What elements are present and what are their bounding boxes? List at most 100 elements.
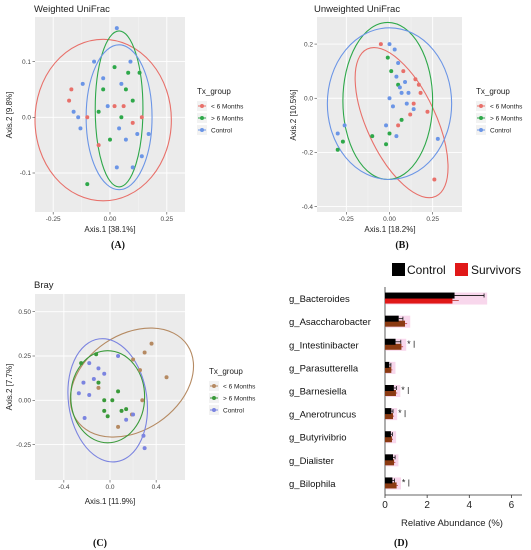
data-point <box>342 123 347 128</box>
category-label: g_Butyrivibrio <box>289 433 347 444</box>
y-tick-label: 0.25 <box>18 353 31 360</box>
data-point <box>378 42 383 47</box>
data-point <box>119 81 124 86</box>
bar-control <box>385 361 390 368</box>
legend-dot <box>479 116 483 120</box>
data-point <box>435 136 440 141</box>
data-point <box>370 134 375 139</box>
data-point <box>335 147 340 152</box>
panel-b-title: Unweighted UniFrac <box>314 4 400 15</box>
y-tick-label: 0.2 <box>304 41 313 48</box>
significance-marker: * <box>398 408 402 418</box>
x-tick-label: -0.4 <box>58 484 70 491</box>
panel-b-label: (B) <box>395 240 408 251</box>
data-point <box>110 398 115 403</box>
panel-d-x-ticks: 0 2 4 6 <box>382 495 515 511</box>
panel-a-legend: Tx_group < 6 Months > 6 Months Control <box>197 87 244 135</box>
panel-b-legend: Tx_group < 6 Months > 6 Months Control <box>476 87 523 135</box>
y-tick-label: 0.50 <box>18 309 31 316</box>
panel-c-ellipses <box>67 327 195 463</box>
data-point <box>130 120 135 125</box>
data-point <box>411 107 416 112</box>
data-point <box>76 115 81 120</box>
panel-b-points <box>335 42 440 182</box>
data-point <box>69 87 74 92</box>
legend-label: < 6 Months <box>223 383 256 390</box>
bar-survivors <box>385 320 406 327</box>
data-point <box>78 126 83 131</box>
data-point <box>387 42 392 47</box>
significance-marker: * <box>407 339 411 349</box>
x-tick-label: -0.25 <box>46 216 61 223</box>
data-point <box>131 357 136 362</box>
data-point <box>105 414 110 419</box>
bar-control <box>385 408 392 415</box>
y-tick-label: -0.1 <box>20 170 32 177</box>
data-point <box>387 131 392 136</box>
x-tick-label: 2 <box>424 500 430 511</box>
data-point <box>119 408 124 413</box>
data-point <box>390 104 395 109</box>
y-tick-label: 0.00 <box>18 397 31 404</box>
data-point <box>116 354 121 358</box>
legend-label: Control <box>211 127 233 134</box>
bar-survivors <box>385 436 392 443</box>
bar-survivors <box>385 366 392 373</box>
data-point <box>137 70 142 75</box>
data-point <box>335 131 340 136</box>
panel-c-label: (C) <box>93 538 107 549</box>
legend-label: < 6 Months <box>211 103 244 110</box>
data-point <box>124 417 129 422</box>
category-label: g_Asaccharobacter <box>289 317 371 328</box>
data-point <box>418 90 423 95</box>
panel-d-bars: * * * * <box>384 287 522 496</box>
panel-c-x-ticks: -0.4 0.0 0.4 <box>58 480 161 491</box>
legend-dot <box>479 104 483 108</box>
data-point <box>164 375 169 380</box>
data-point <box>96 380 101 385</box>
data-point <box>425 109 430 114</box>
bar-survivors <box>385 459 395 466</box>
category-label: g_Bacteroides <box>289 294 350 305</box>
bar-control <box>385 477 393 484</box>
data-point <box>138 368 142 373</box>
bar-survivors <box>385 482 397 489</box>
y-tick-label: 0.0 <box>304 95 313 102</box>
data-point <box>87 361 92 366</box>
data-point <box>139 154 144 159</box>
panel-c-legend-title: Tx_group <box>209 367 243 376</box>
x-tick-label: -0.25 <box>339 216 354 223</box>
legend-label: > 6 Months <box>490 115 523 122</box>
data-point <box>389 69 394 74</box>
legend-dot <box>212 384 216 388</box>
panel-a-points <box>67 26 151 187</box>
x-tick-label: 0.00 <box>104 216 117 223</box>
category-label: g_Bilophila <box>289 479 336 490</box>
data-point <box>384 123 389 128</box>
legend-label-survivors: Survivors <box>471 263 521 277</box>
data-point <box>81 380 86 385</box>
panel-b-y-label: Axis.2 [10.5%] <box>289 89 298 140</box>
panel-b-legend-title: Tx_group <box>476 87 510 96</box>
x-tick-label: 0 <box>382 500 388 511</box>
data-point <box>102 408 107 413</box>
panel-a-title: Weighted UniFrac <box>34 4 110 15</box>
bar-control <box>385 292 455 299</box>
x-tick-label: 4 <box>467 500 473 511</box>
y-tick-label: -0.4 <box>302 204 314 211</box>
panel-d-x-label: Relative Abundance (%) <box>401 518 503 529</box>
data-point <box>67 98 72 103</box>
category-label: g_Barnesiella <box>289 387 347 398</box>
y-tick-label: 0.1 <box>22 59 31 66</box>
data-point <box>387 96 392 101</box>
data-point <box>114 26 119 31</box>
data-point <box>101 87 106 92</box>
data-point <box>385 55 390 60</box>
x-tick-label: 6 <box>509 500 515 511</box>
panel-c-x-label: Axis.1 [11.9%] <box>85 497 136 506</box>
panel-a-y-label: Axis.2 [9.8%] <box>5 92 14 139</box>
data-point <box>76 391 81 396</box>
x-tick-label: 0.00 <box>383 216 396 223</box>
data-point <box>126 70 131 75</box>
